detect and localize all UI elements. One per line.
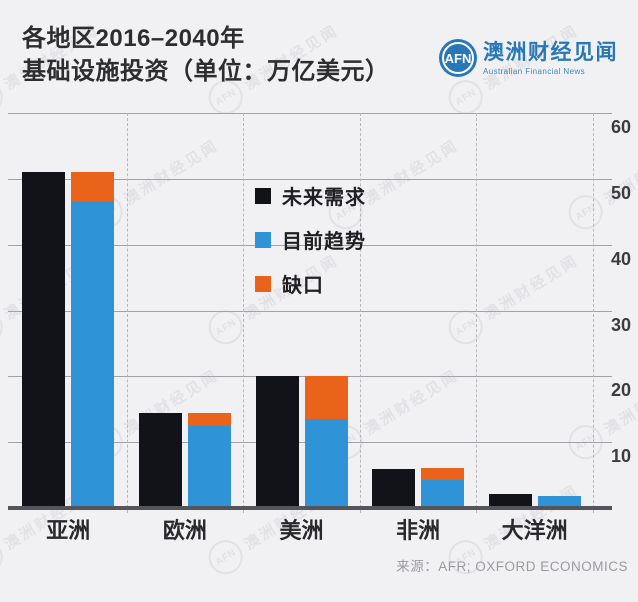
legend-label-demand: 未来需求 (282, 187, 366, 209)
afn-logo-names: 澳洲财经见闻 Australian Financial News (483, 39, 618, 76)
watermark-afn-text: 澳洲财经见闻 (481, 251, 582, 324)
afn-logo: AFN 澳洲财经见闻 Australian Financial News (439, 39, 618, 77)
chart-title-line2: 基础设施投资（单位：万亿美元） (22, 58, 390, 85)
gridline-30 (8, 310, 612, 312)
legend-swatch-trend (255, 231, 271, 248)
bar-oceania-demand (488, 494, 532, 508)
afn-logo-icon: AFN (439, 39, 477, 77)
bar-americas-demand (255, 376, 299, 508)
y-axis-label-60: 60 (610, 117, 631, 137)
bar-americas-gap (304, 376, 348, 420)
x-axis-label-europe: 欧洲 (162, 518, 207, 543)
category-separator-4 (476, 113, 478, 513)
legend-label-gap: 缺口 (282, 275, 324, 297)
x-axis-label-africa: 非洲 (396, 518, 441, 543)
bar-asia-trend (71, 201, 115, 508)
watermark-afn-circle-icon: AFN (0, 533, 10, 581)
bar-africa-demand (372, 468, 416, 508)
category-separator-5 (593, 113, 594, 513)
afn-logo-abbr: AFN (444, 50, 472, 66)
chart-title-line1: 各地区2016–2040年 (22, 25, 245, 52)
x-axis-label-americas: 美洲 (279, 518, 324, 543)
legend-item-demand: 未来需求 (255, 181, 366, 210)
chart-legend: 未来需求目前趋势缺口 (255, 181, 366, 313)
gridline-60 (8, 113, 612, 114)
y-axis-label-10: 10 (610, 446, 631, 467)
category-separator-1 (126, 113, 128, 513)
y-axis-label-30: 30 (610, 314, 631, 335)
bar-americas-trend (304, 419, 348, 508)
bar-oceania-trend (537, 496, 581, 508)
legend-item-gap: 缺口 (255, 269, 366, 298)
watermark-afn-text: 澳洲财经见闻 (601, 366, 638, 439)
legend-label-trend: 目前趋势 (282, 231, 366, 253)
y-axis-label-50: 50 (610, 182, 631, 203)
logo-name-cn: 澳洲财经见闻 (483, 41, 618, 64)
afn-logo-ring: AFN (442, 42, 474, 74)
logo-name-en: Australian Financial News (483, 67, 586, 76)
gridline-40 (8, 244, 612, 246)
x-axis-label-oceania: 大洋洲 (501, 518, 568, 543)
chart-title: 各地区2016–2040年 基础设施投资（单位：万亿美元） (22, 22, 390, 88)
bar-asia-demand (22, 172, 66, 508)
x-axis-baseline (8, 506, 612, 510)
x-axis-label-asia: 亚洲 (46, 518, 91, 543)
y-axis-label-20: 20 (610, 380, 631, 401)
source-note: 来源：AFR; OXFORD ECONOMICS (396, 559, 628, 574)
watermark-afn-text: 澳洲财经见闻 (361, 136, 462, 209)
category-separator-3 (359, 113, 361, 513)
bar-europe-demand (138, 412, 182, 508)
watermark-afn-text: 澳洲财经见闻 (121, 136, 222, 209)
bar-europe-gap (187, 412, 231, 426)
legend-item-trend: 目前趋势 (255, 225, 366, 254)
bar-africa-trend (421, 480, 465, 508)
legend-swatch-demand (255, 187, 271, 204)
watermark-afn-text: 澳洲财经见闻 (361, 366, 462, 439)
y-axis-label-40: 40 (610, 248, 631, 269)
gridline-50 (8, 178, 612, 180)
bar-africa-gap (421, 467, 465, 481)
bar-asia-gap (71, 172, 115, 202)
legend-swatch-gap (255, 275, 271, 292)
category-separator-2 (243, 113, 245, 513)
bar-europe-trend (187, 425, 231, 508)
